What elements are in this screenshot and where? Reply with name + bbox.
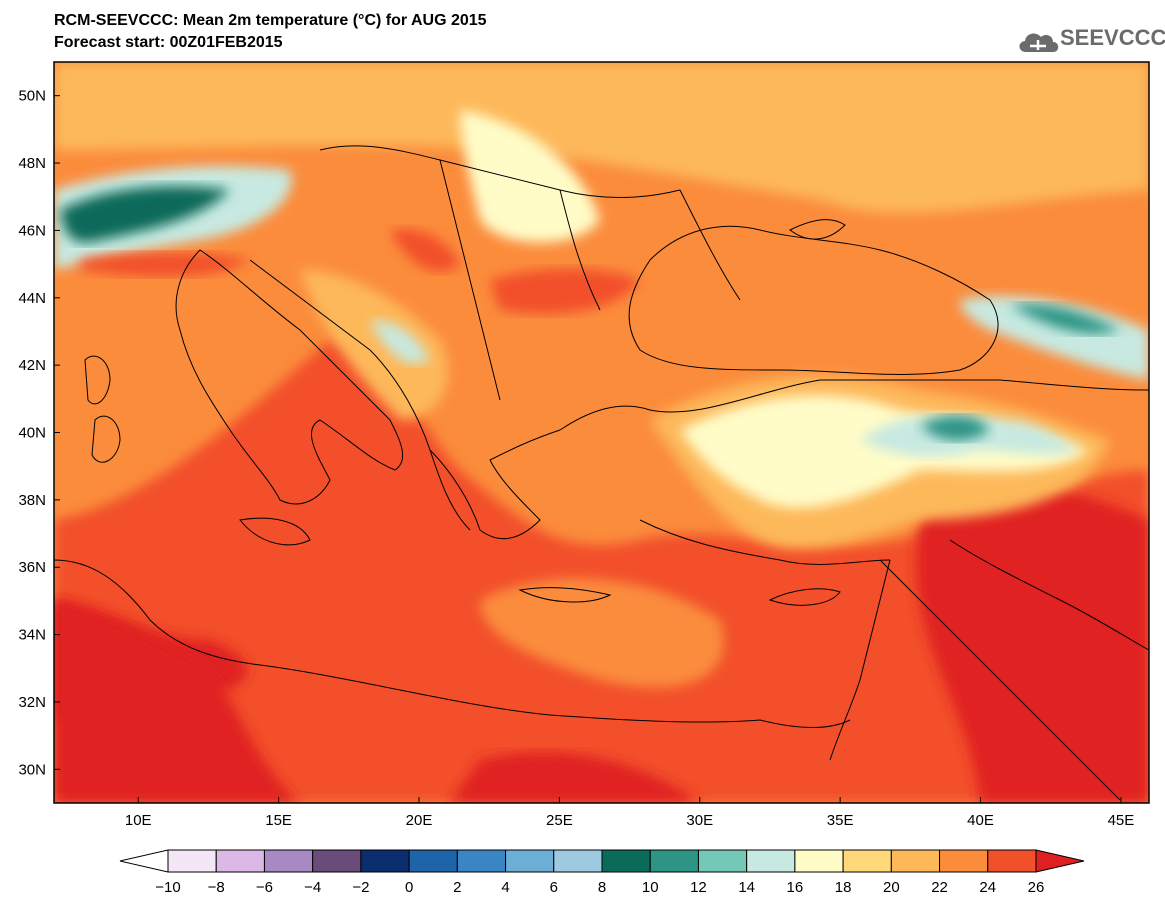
colorbar-swatch <box>697 849 748 873</box>
colorbar-label: 12 <box>690 879 707 896</box>
lon-tick-label: 25E <box>546 812 573 829</box>
lon-tick-label: 40E <box>967 812 994 829</box>
colorbar-label: 22 <box>931 879 948 896</box>
colorbar-swatch <box>601 849 651 873</box>
colorbar: −10 −8 −6 −4 −2 0 2 4 6 8 10 12 14 16 18 20 22 24 26 <box>119 849 1085 896</box>
colorbar-min-arrow <box>119 849 169 873</box>
lat-tick-label: 42N <box>18 357 46 374</box>
colorbar-swatch <box>939 849 989 873</box>
colorbar-swatch <box>842 849 892 873</box>
colorbar-label: 10 <box>642 879 659 896</box>
colorbar-swatch <box>312 849 362 873</box>
colorbar-label: 24 <box>979 879 996 896</box>
colorbar-max-arrow <box>1035 849 1085 873</box>
colorbar-swatch <box>263 849 314 873</box>
colorbar-label: 14 <box>738 879 755 896</box>
colorbar-label: 2 <box>453 879 461 896</box>
coastlines <box>54 145 1149 801</box>
lon-tick-label: 10E <box>125 812 152 829</box>
colorbar-label: 20 <box>883 879 900 896</box>
colorbar-label: −8 <box>208 879 225 896</box>
colorbar-label: −10 <box>155 879 180 896</box>
colorbar-label: −4 <box>304 879 321 896</box>
colorbar-swatch <box>649 849 699 873</box>
lat-tick-label: 36N <box>18 559 46 576</box>
colorbar-swatch <box>553 849 603 873</box>
lat-tick-label: 46N <box>18 222 46 239</box>
lat-tick-label: 30N <box>18 761 46 778</box>
lat-tick-label: 32N <box>18 694 46 711</box>
lat-tick-label: 48N <box>18 155 46 172</box>
lat-tick-label: 34N <box>18 627 46 644</box>
colorbar-swatch <box>987 849 1037 873</box>
colorbar-label: 6 <box>550 879 558 896</box>
colorbar-swatch <box>794 849 844 873</box>
lon-tick-label: 35E <box>827 812 854 829</box>
colorbar-label: 0 <box>405 879 413 896</box>
longitude-axis: 10E 15E 20E 25E 30E 35E 40E 45E <box>125 797 1134 829</box>
lon-tick-label: 20E <box>406 812 433 829</box>
lat-tick-label: 44N <box>18 290 46 307</box>
lat-tick-label: 38N <box>18 492 46 509</box>
colorbar-label: −6 <box>256 879 273 896</box>
colorbar-swatch <box>890 849 941 873</box>
forecast-start-label: Forecast start: 00Z01FEB2015 <box>54 34 283 51</box>
latitude-axis: 50N 48N 46N 44N 42N 40N 38N 36N 34N 32N 30N <box>18 88 60 778</box>
colorbar-swatch <box>456 849 507 873</box>
lon-tick-label: 15E <box>265 812 292 829</box>
colorbar-label: 8 <box>598 879 606 896</box>
colorbar-swatch <box>360 849 410 873</box>
colorbar-label: −2 <box>352 879 369 896</box>
colorbar-swatch <box>215 849 265 873</box>
colorbar-swatch <box>167 849 217 873</box>
colorbar-label: 4 <box>501 879 509 896</box>
lat-tick-label: 40N <box>18 425 46 442</box>
map-title: RCM-SEEVCCC: Mean 2m temperature (°C) fo… <box>54 12 487 29</box>
colorbar-swatch <box>408 849 458 873</box>
lat-tick-label: 50N <box>18 88 46 105</box>
logo-text: SEEVCCC <box>1060 25 1165 50</box>
temperature-field <box>54 62 1149 803</box>
colorbar-swatch <box>505 849 555 873</box>
colorbar-label: 18 <box>835 879 852 896</box>
cloud-logo-icon <box>1019 33 1059 52</box>
colorbar-label: 16 <box>787 879 804 896</box>
lon-tick-label: 45E <box>1108 812 1135 829</box>
lon-tick-label: 30E <box>686 812 713 829</box>
colorbar-label: 26 <box>1028 879 1045 896</box>
colorbar-swatch <box>746 849 796 873</box>
